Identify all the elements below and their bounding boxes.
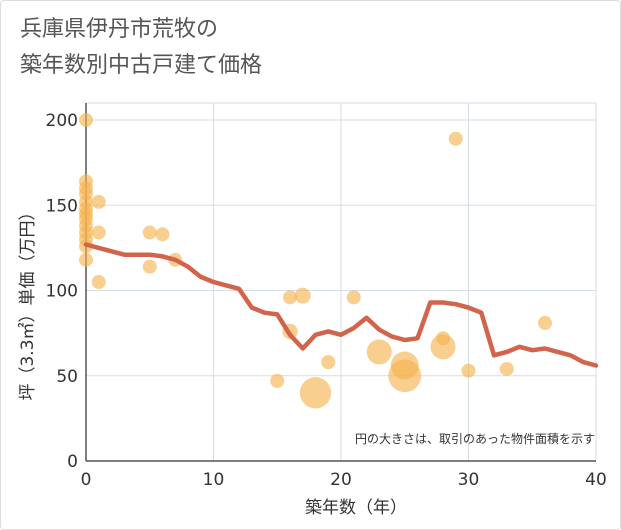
bubble-point-34 [499, 361, 514, 376]
bubble-point-12 [79, 252, 93, 267]
x-axis-label: 築年数（年） [305, 498, 407, 518]
bubble-point-17 [142, 259, 157, 274]
x-tick-label-30: 30 [458, 470, 480, 490]
bubble-point-26 [346, 290, 361, 305]
bubble-point-29 [388, 359, 422, 393]
chart-title-line-1: 兵庫県伊丹市荒牧の [20, 17, 219, 42]
x-tick-label-10: 10 [203, 470, 225, 490]
bubble-point-20 [270, 373, 285, 388]
grid [86, 102, 597, 461]
y-tick-label-200: 200 [46, 111, 78, 131]
x-tick-label-20: 20 [330, 470, 352, 490]
bubble-point-25 [321, 355, 336, 370]
bubble-point-27 [366, 339, 392, 365]
bubble-point-0 [79, 113, 93, 128]
axes [85, 103, 596, 462]
bubble-series [79, 113, 552, 409]
bubble-point-23 [294, 287, 311, 304]
x-tick-label-40: 40 [585, 470, 607, 490]
trend-line [83, 242, 599, 368]
y-tick-label-150: 150 [46, 196, 78, 216]
y-tick-label-100: 100 [46, 282, 78, 302]
x-tick-label-0: 0 [81, 470, 92, 490]
y-axis-label: 坪（3.3㎡）単価（万円） [18, 203, 38, 400]
bubble-point-32 [448, 131, 463, 146]
bubble-point-13 [91, 194, 106, 209]
chart-title-line-2: 築年数別中古戸建て価格 [20, 53, 263, 78]
tick-labels: 0 50 100 150 200 0 10 20 30 40 [46, 111, 607, 490]
trend-series [83, 242, 599, 368]
size-note: 円の大きさは、取引のあった物件面積を示す [355, 431, 595, 446]
y-tick-label-50: 50 [56, 367, 78, 387]
bubble-point-14 [91, 225, 106, 240]
bubble-point-18 [155, 227, 170, 242]
bubble-point-15 [91, 275, 106, 289]
chart-title: 兵庫県伊丹市荒牧の 築年数別中古戸建て価格 [20, 12, 262, 84]
bubble-point-35 [538, 315, 552, 330]
bubble-point-16 [142, 225, 157, 240]
bubble-point-33 [461, 363, 476, 378]
y-tick-label-0: 0 [67, 452, 78, 472]
bubble-point-31 [436, 331, 450, 346]
bubble-point-24 [299, 377, 332, 409]
bubble-point-21 [283, 290, 297, 305]
